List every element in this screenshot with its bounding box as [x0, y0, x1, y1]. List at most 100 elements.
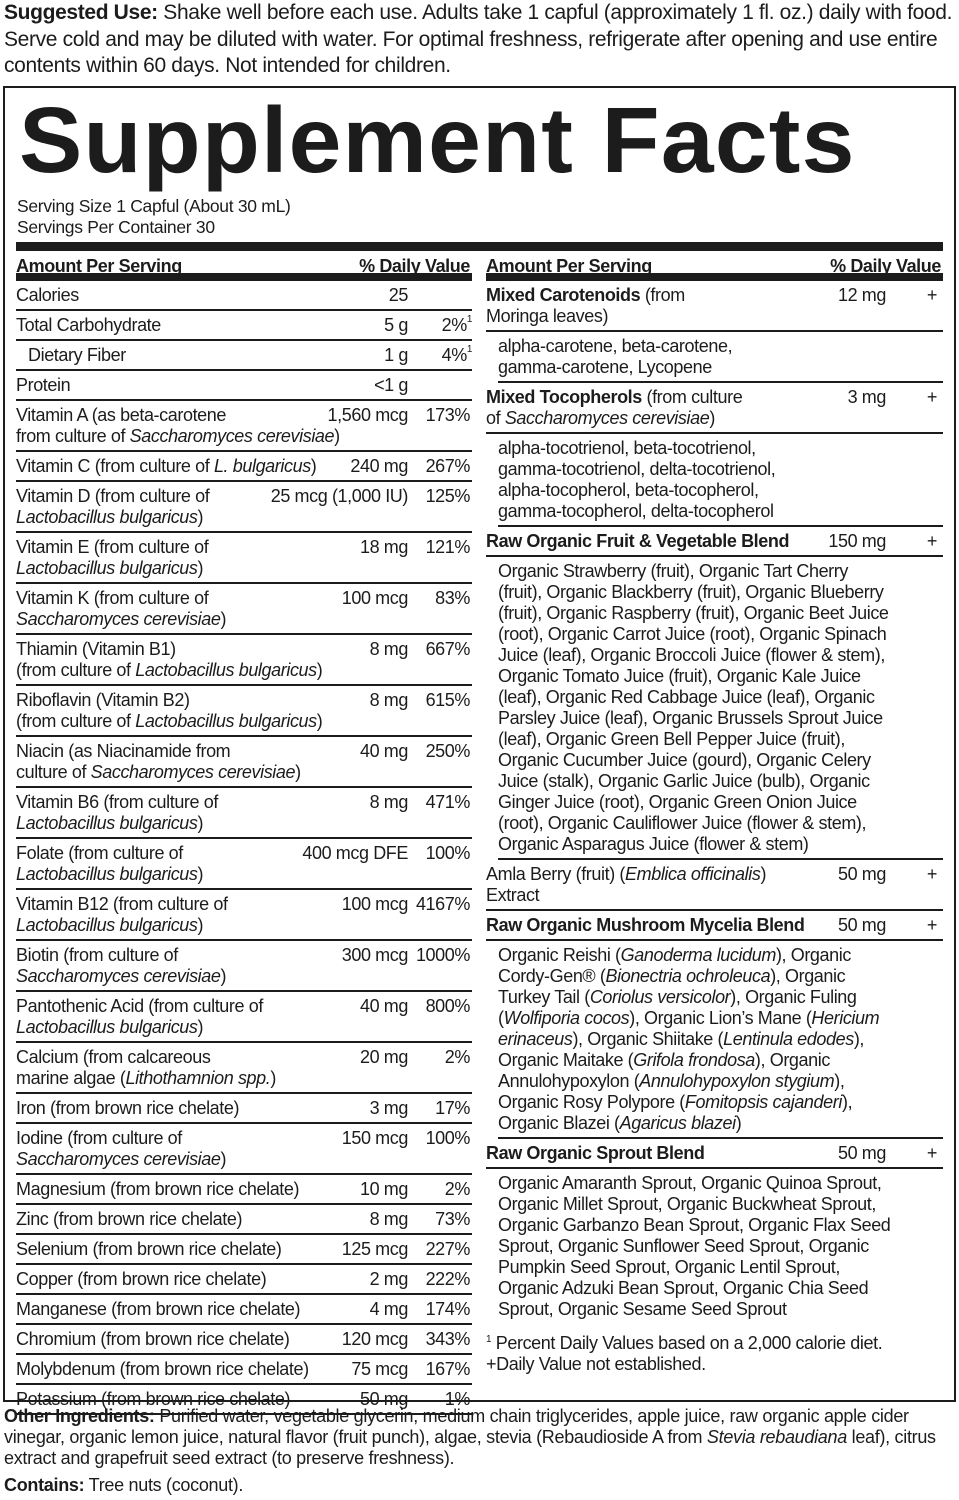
nutrient-amount: 2 mg [369, 1269, 409, 1289]
text-segment: Bionectria ochroleuca [605, 966, 771, 986]
nutrient-name: alpha-carotene, beta-carotene, gamma-car… [498, 336, 943, 378]
nutrient-amount: 25 mcg (1,000 IU) [270, 486, 409, 506]
text-segment: Mixed Carotenoids [486, 285, 641, 305]
nutrient-amount: 100 mcg [341, 588, 409, 608]
nutrient-amount: 150 mcg [341, 1128, 409, 1148]
text-segment: Lactobacillus bulgaricus [16, 558, 198, 578]
text-segment: Selenium (from brown rice chelate) [16, 1239, 282, 1259]
daily-value: 17% [435, 1098, 470, 1118]
other-ingredients-text: Purified water, vegetable glycerin, medi… [4, 1406, 936, 1468]
text-segment: Vitamin K (from culture of [16, 588, 209, 608]
daily-value: 167% [425, 1359, 471, 1379]
text-segment: Manganese (from brown rice chelate) [16, 1299, 301, 1319]
nutrient-name: Niacin (as Niacinamide from culture of S… [16, 741, 472, 783]
supplement-facts-panel: Supplement Facts Serving Size 1 Capful (… [3, 86, 956, 1415]
nutrient-amount: 25 [388, 285, 409, 305]
text-segment: Vitamin E (from culture of [16, 537, 209, 557]
nutrient-row: Raw Organic Mushroom Mycelia Blend 50 mg + [486, 911, 943, 941]
nutrient-amount: 10 mg [359, 1179, 408, 1199]
text-segment: Saccharomyces cerevisiae [16, 609, 221, 629]
daily-value: 173% [425, 405, 471, 425]
nutrient-row: Manganese (from brown rice chelate) 4 mg 1… [16, 1295, 472, 1325]
ingredients-section: Other Ingredients: Purified water, veget… [4, 1406, 954, 1496]
text-segment: Stevia rebaudiana [706, 1427, 847, 1447]
serving-info: Serving Size 1 Capful (About 30 mL) Serv… [17, 196, 291, 238]
suggested-use: Suggested Use: Shake well before each us… [4, 0, 959, 80]
nutrient-row: Vitamin K (from culture of Saccharomyces… [16, 584, 472, 635]
text-segment: ) [270, 1068, 276, 1088]
nutrient-name: Vitamin D (from culture of Lactobacillus… [16, 486, 472, 528]
text-segment: Agaricus blazei [619, 1113, 736, 1133]
nutrient-name: Biotin (from culture of Saccharomyces ce… [16, 945, 472, 987]
thick-divider [16, 242, 943, 251]
nutrient-amount: 300 mcg [341, 945, 409, 965]
text-segment: (from culture of [486, 387, 743, 428]
nutrient-name: Mixed Carotenoids (from Moringa leaves) [486, 285, 943, 327]
text-segment: ) [197, 507, 204, 527]
text-segment: Lactobacillus bulgaricus [135, 660, 317, 680]
nutrient-name: Vitamin B12 (from culture of Lactobacill… [16, 894, 472, 936]
daily-value: 667% [425, 639, 471, 659]
contains-text: Tree nuts (coconut). [84, 1475, 244, 1495]
nutrient-amount: 50 mg [359, 1389, 408, 1409]
text-segment: ) [316, 711, 323, 731]
text-segment: Organic Reishi ( [498, 945, 621, 965]
daily-value: 83% [435, 588, 470, 608]
text-segment: Lactobacillus bulgaricus [16, 915, 198, 935]
nutrient-row: Vitamin E (from culture of Lactobacillus… [16, 533, 472, 584]
text-segment: Lentinula edodes [723, 1029, 854, 1049]
nutrient-amount: 1,560 mcg [327, 405, 409, 425]
text-segment: ) [316, 660, 323, 680]
text-segment: Lactobacillus bulgaricus [135, 711, 317, 731]
text-segment: Lactobacillus bulgaricus [16, 507, 198, 527]
text-segment: Potassium (from brown rice chelate) [16, 1389, 291, 1409]
text-segment: Molybdenum (from brown rice chelate) [16, 1359, 309, 1379]
text-segment: L. bulgaricus [213, 456, 311, 476]
footnote-not-established: +Daily Value not established. [486, 1354, 706, 1374]
nutrient-name: Raw Organic Mushroom Mycelia Blend [486, 915, 943, 936]
text-segment: alpha-tocotrienol, beta-tocotrienol, gam… [498, 438, 776, 521]
nutrient-name: Potassium (from brown rice chelate) [16, 1389, 472, 1410]
text-segment: Dietary Fiber [28, 345, 126, 365]
nutrient-row: Molybdenum (from brown rice chelate) 75 m… [16, 1355, 472, 1385]
text-segment: Raw Organic Mushroom Mycelia Blend [486, 915, 805, 935]
right-nutrient-list: Mixed Carotenoids (from Moringa leaves) 1… [486, 281, 943, 1323]
nutrient-name: Vitamin C (from culture of L. bulgaricus… [16, 456, 472, 477]
amount-header: Amount Per Serving [16, 256, 182, 276]
nutrient-row: Mixed Tocopherols (from culture of Sacch… [486, 383, 943, 434]
suggested-use-text: Shake well before each use. Adults take … [4, 1, 953, 77]
text-segment: ) [220, 609, 227, 629]
text-segment: ) [295, 762, 301, 782]
text-segment: Organic Strawberry (fruit), Organic Tart… [498, 561, 889, 854]
text-segment: ) [197, 558, 204, 578]
nutrient-amount: 75 mcg [351, 1359, 408, 1379]
suggested-use-label: Suggested Use: [4, 1, 158, 24]
ingredient-sublist: alpha-tocotrienol, beta-tocotrienol, gam… [498, 434, 943, 527]
text-segment: ), Organic Rosy Polypore ( [498, 1071, 845, 1112]
ingredient-sublist: Organic Strawberry (fruit), Organic Tart… [498, 557, 943, 860]
text-segment: Copper (from brown rice chelate) [16, 1269, 267, 1289]
text-segment: ), Organic Annulohypoxylon ( [498, 1050, 830, 1091]
right-column: Amount Per Serving % Daily Value Mixed Ca… [486, 251, 943, 1375]
text-segment: Saccharomyces cerevisiae [90, 762, 296, 782]
nutrient-name: Protein [16, 375, 472, 396]
nutrient-amount: 40 mg [359, 996, 408, 1016]
text-segment: Vitamin C (from culture of [16, 456, 214, 476]
nutrient-name: Organic Strawberry (fruit), Organic Tart… [498, 561, 943, 855]
text-segment: Niacin (as Niacinamide from culture of [16, 741, 231, 782]
text-segment: alpha-carotene, beta-carotene, gamma-car… [498, 336, 733, 377]
daily-value: 125% [425, 486, 471, 506]
text-segment: Raw Organic Fruit & Vegetable Blend [486, 531, 790, 551]
nutrient-row: Thiamin (Vitamin B1) (from culture of La… [16, 635, 472, 686]
daily-value: 100% [425, 843, 471, 863]
nutrient-row: Iron (from brown rice chelate) 3 mg 17% [16, 1094, 472, 1124]
nutrient-name: Mixed Tocopherols (from culture of Sacch… [486, 387, 943, 429]
text-segment: Amla Berry (fruit) ( [486, 864, 626, 884]
nutrient-name: Organic Amaranth Sprout, Organic Quinoa … [498, 1173, 943, 1320]
nutrient-amount: 8 mg [369, 1209, 409, 1229]
nutrient-amount: 240 mg [350, 456, 408, 476]
nutrient-name: Pantothenic Acid (from culture of Lactob… [16, 996, 472, 1038]
text-segment: Ganoderma lucidum [620, 945, 777, 965]
text-segment: Vitamin B12 (from culture of [16, 894, 228, 914]
nutrient-row: Selenium (from brown rice chelate) 125 mc… [16, 1235, 472, 1265]
